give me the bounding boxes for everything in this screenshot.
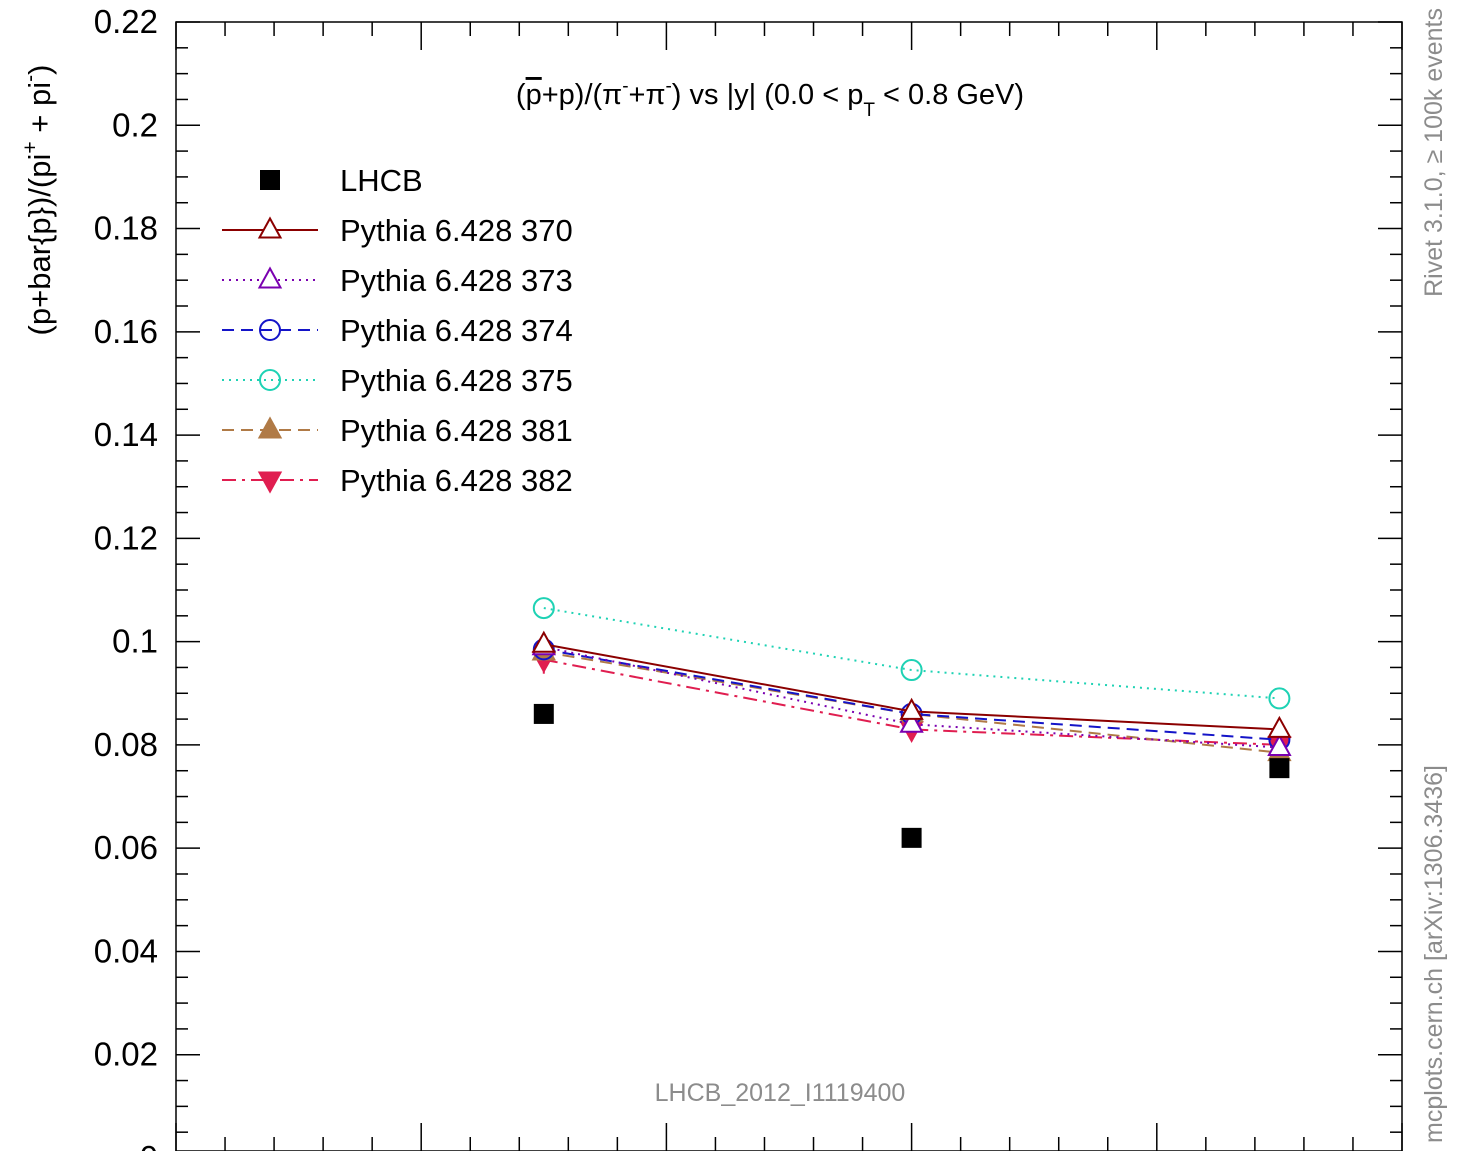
y-axis-label: (p+bar{p})/(pi+ + pi-): [19, 65, 57, 336]
data-point: [899, 710, 924, 733]
legend-entry: LHCB: [260, 163, 423, 198]
data-point: [533, 703, 554, 724]
data-point: [1269, 758, 1290, 779]
legend-entry: Pythia 6.428 374: [222, 313, 573, 348]
y-tick-label: 0.1: [112, 623, 158, 660]
data-point: [1267, 733, 1292, 756]
legend-label: Pythia 6.428 370: [340, 213, 573, 248]
legend-label: Pythia 6.428 375: [340, 363, 573, 398]
series-line: [543, 607, 1280, 700]
data-point: [1268, 687, 1291, 710]
y-tick-label: 0.08: [94, 726, 158, 763]
y-tick-label: 0.18: [94, 210, 158, 247]
data-point: [257, 216, 283, 239]
y-tick-label: 0.04: [94, 932, 158, 969]
series-lhcb: [533, 703, 1290, 848]
legend-label: Pythia 6.428 374: [340, 313, 573, 348]
data-point: [257, 416, 283, 439]
y-tick-label: 0.16: [94, 313, 158, 350]
mcplots-source-label: mcplots.cern.ch [arXiv:1306.3436]: [1420, 765, 1448, 1143]
y-tick-label: 0.14: [94, 416, 158, 453]
y-tick-label: 0.06: [94, 829, 158, 866]
plot-frame: [175, 21, 1403, 1151]
series-pythia-6-428-370: [531, 630, 1292, 738]
legend-entry: Pythia 6.428 382: [222, 463, 573, 498]
legend-entry: Pythia 6.428 375: [222, 363, 573, 398]
legend-label: LHCB: [340, 163, 423, 198]
y-tick-label: 0.22: [94, 3, 158, 40]
y-tick-label: 0.02: [94, 1036, 158, 1073]
y-tick-label: 0.2: [112, 106, 158, 143]
data-point: [260, 170, 280, 190]
data-point: [257, 471, 283, 494]
data-point: [259, 369, 281, 391]
y-tick-label: 0: [140, 1139, 158, 1151]
data-point: [1267, 715, 1292, 738]
pbar-symbol: p: [526, 79, 542, 111]
chart-subtitle: (p+p)/(π-+π-) vs |y| (0.0 < pT < 0.8 GeV…: [516, 76, 1024, 121]
y-tick-label: 0.12: [94, 519, 158, 556]
legend-label: Pythia 6.428 382: [340, 463, 573, 498]
y-tick-labels: 0 0.02 0.04 0.06 0.08 0.1 0.12 0.14 0.16 0.18 0.2 0…: [94, 3, 158, 1151]
series-pythia-6-428-375: [532, 597, 1291, 710]
legend-label: Pythia 6.428 373: [340, 263, 573, 298]
data-point: [900, 659, 923, 682]
legend-label: Pythia 6.428 381: [340, 413, 573, 448]
series-line: [543, 648, 1280, 741]
series-layer: [531, 597, 1292, 848]
data-point: [257, 266, 283, 289]
data-point: [531, 630, 556, 653]
data-point: [259, 319, 281, 341]
data-point: [901, 827, 922, 848]
legend-entry: Pythia 6.428 373: [222, 263, 573, 298]
data-point: [899, 697, 924, 720]
legend: LHCB Pythia 6.428 370 Pythia 6.428 373 Pyth…: [222, 163, 573, 498]
legend-entry: Pythia 6.428 381: [222, 413, 573, 448]
rivet-version-label: Rivet 3.1.0, ≥ 100k events: [1420, 8, 1448, 297]
legend-entry: Pythia 6.428 370: [222, 213, 573, 248]
analysis-id-label: LHCB_2012_I1119400: [655, 1079, 906, 1107]
data-point: [532, 597, 555, 620]
